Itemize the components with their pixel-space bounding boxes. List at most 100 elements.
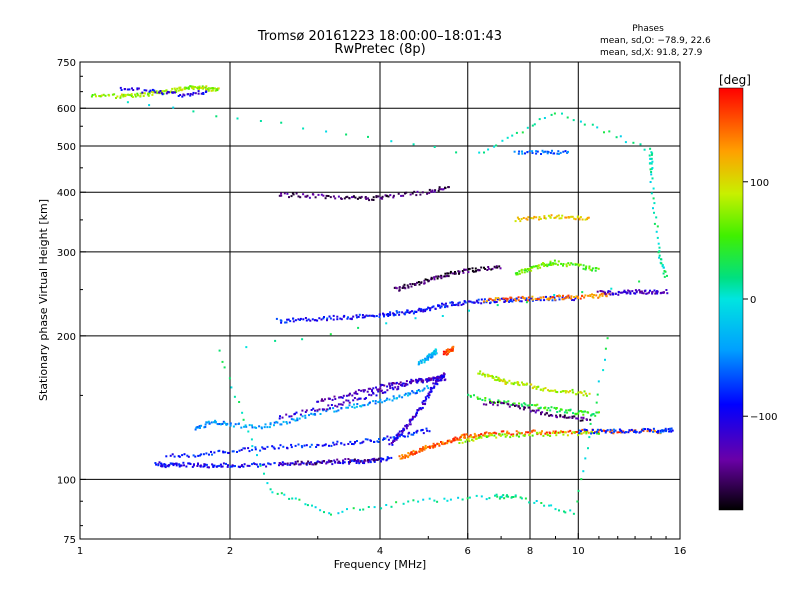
data-point — [414, 317, 417, 320]
data-point — [577, 391, 580, 394]
data-point — [641, 429, 644, 432]
data-point — [164, 466, 167, 469]
data-point — [430, 386, 432, 389]
data-point — [480, 302, 483, 305]
data-point — [475, 435, 478, 438]
data-point — [502, 430, 505, 433]
data-point — [362, 508, 365, 511]
data-point — [576, 297, 579, 299]
data-point — [385, 504, 388, 506]
data-point — [598, 295, 601, 298]
data-point — [217, 87, 220, 90]
data-point — [172, 464, 175, 467]
data-point — [437, 189, 440, 192]
data-point — [455, 438, 458, 441]
data-point — [395, 501, 398, 504]
data-point — [308, 414, 310, 417]
data-point — [415, 378, 417, 381]
data-point — [622, 290, 625, 293]
data-point — [191, 87, 194, 90]
data-point — [428, 445, 431, 448]
data-point — [551, 299, 554, 302]
data-point — [447, 439, 449, 442]
data-point — [263, 472, 265, 475]
data-point — [502, 494, 505, 497]
data-point — [406, 424, 409, 427]
data-point — [272, 446, 275, 449]
data-point — [420, 448, 423, 451]
data-point — [348, 393, 351, 396]
data-point — [551, 149, 553, 152]
data-point — [337, 403, 340, 406]
x-tick-label: 10 — [572, 546, 585, 557]
data-point — [231, 464, 234, 467]
data-point — [390, 442, 393, 444]
data-point — [328, 397, 331, 400]
data-point — [444, 272, 447, 275]
data-point — [119, 95, 122, 98]
data-point — [395, 381, 398, 384]
data-point — [413, 310, 416, 313]
data-point — [357, 389, 360, 392]
data-point — [310, 412, 313, 415]
data-point — [418, 362, 421, 365]
data-point — [259, 449, 262, 452]
data-point — [545, 432, 548, 435]
data-point — [356, 403, 359, 405]
data-point — [582, 417, 585, 420]
data-point — [432, 445, 435, 448]
data-point — [226, 422, 229, 425]
data-point — [524, 269, 527, 272]
data-point — [467, 393, 470, 396]
data-point — [491, 401, 494, 404]
data-point — [386, 458, 389, 461]
data-point — [409, 420, 412, 423]
data-point — [609, 290, 612, 293]
data-point — [431, 189, 434, 192]
data-point — [366, 403, 369, 406]
data-point — [489, 400, 492, 402]
data-point — [259, 463, 262, 466]
data-point — [439, 379, 442, 382]
data-point — [158, 91, 160, 94]
data-point — [579, 263, 582, 266]
data-point — [353, 397, 356, 399]
data-point — [591, 269, 593, 272]
data-point — [445, 353, 448, 356]
data-point — [521, 150, 523, 153]
data-point — [593, 294, 595, 296]
data-point — [286, 318, 289, 321]
data-point — [407, 392, 410, 395]
data-point — [429, 353, 432, 356]
data-point — [375, 386, 377, 389]
data-point — [432, 446, 435, 449]
data-point — [128, 88, 131, 91]
data-point — [303, 444, 306, 447]
data-point — [429, 307, 432, 310]
data-point — [592, 413, 595, 415]
data-point — [496, 266, 499, 269]
data-point — [509, 300, 512, 302]
data-point — [201, 87, 204, 90]
data-point — [327, 459, 330, 462]
data-point — [549, 260, 552, 263]
data-point — [567, 391, 570, 394]
data-point — [391, 399, 394, 402]
data-point — [335, 410, 338, 413]
data-point — [375, 315, 378, 317]
data-point — [311, 318, 314, 321]
data-point — [572, 512, 575, 515]
data-point — [428, 430, 431, 433]
data-point — [302, 193, 305, 196]
data-point — [531, 299, 534, 302]
data-point — [526, 382, 529, 385]
data-point — [324, 443, 327, 446]
data-point — [506, 494, 508, 497]
data-point — [537, 409, 540, 412]
data-point — [304, 503, 307, 506]
data-point — [534, 297, 537, 300]
data-point — [247, 430, 250, 433]
data-point — [393, 397, 396, 400]
data-point — [562, 150, 565, 153]
data-point — [542, 151, 545, 154]
